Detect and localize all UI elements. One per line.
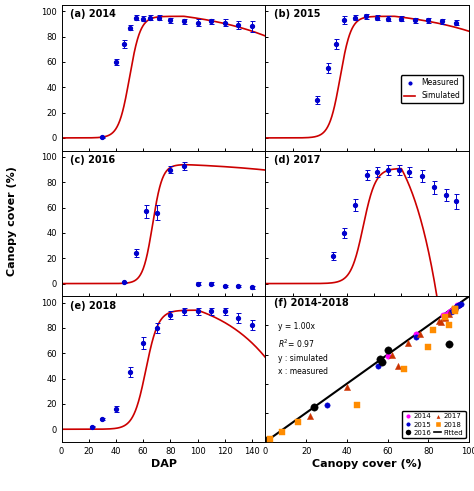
Point bbox=[376, 355, 383, 363]
Text: y = 1.00x
$R^2$= 0.97
y : simulated
x : measured: y = 1.00x $R^2$= 0.97 y : simulated x : … bbox=[278, 323, 328, 377]
Point bbox=[384, 346, 392, 354]
Point bbox=[451, 304, 459, 312]
Point bbox=[343, 382, 351, 390]
Text: (c) 2016: (c) 2016 bbox=[70, 155, 115, 165]
Point bbox=[457, 300, 465, 307]
Point bbox=[447, 308, 455, 316]
Point bbox=[455, 301, 463, 309]
Point bbox=[447, 307, 455, 315]
Point bbox=[310, 403, 318, 411]
Point bbox=[429, 326, 437, 334]
Point bbox=[266, 435, 273, 443]
Point bbox=[412, 333, 420, 341]
Point bbox=[384, 352, 392, 360]
Point bbox=[445, 340, 453, 348]
Text: (d) 2017: (d) 2017 bbox=[273, 155, 320, 165]
Point bbox=[425, 343, 432, 351]
Point bbox=[353, 402, 361, 409]
Point bbox=[374, 362, 381, 370]
Point bbox=[323, 402, 330, 409]
Point bbox=[417, 330, 424, 338]
Point bbox=[400, 365, 408, 373]
Point bbox=[307, 412, 314, 420]
Point bbox=[441, 313, 448, 321]
Point bbox=[445, 322, 453, 329]
Point bbox=[264, 436, 271, 444]
Point bbox=[441, 314, 448, 322]
Text: (f) 2014-2018: (f) 2014-2018 bbox=[273, 298, 348, 308]
Text: (b) 2015: (b) 2015 bbox=[273, 9, 320, 19]
Point bbox=[278, 428, 285, 436]
Point bbox=[437, 319, 445, 327]
Point bbox=[412, 330, 420, 338]
Point bbox=[443, 310, 451, 318]
Point bbox=[453, 301, 461, 309]
Point bbox=[445, 310, 453, 318]
Text: (e) 2018: (e) 2018 bbox=[70, 300, 116, 311]
Point bbox=[394, 362, 401, 370]
Point bbox=[378, 358, 385, 366]
Point bbox=[451, 305, 459, 313]
Point bbox=[439, 311, 447, 319]
Point bbox=[451, 304, 459, 312]
Point bbox=[451, 305, 459, 313]
Point bbox=[449, 305, 457, 313]
Point bbox=[447, 307, 455, 315]
Point bbox=[451, 307, 459, 315]
Point bbox=[455, 301, 463, 309]
Point bbox=[445, 308, 453, 316]
Point bbox=[441, 313, 448, 321]
Legend: 2014, 2015, 2016, 2017, 2018, Fitted: 2014, 2015, 2016, 2017, 2018, Fitted bbox=[402, 410, 466, 438]
X-axis label: DAP: DAP bbox=[151, 459, 176, 468]
Point bbox=[451, 305, 459, 313]
Point bbox=[453, 302, 461, 310]
Point bbox=[435, 317, 443, 325]
Point bbox=[294, 417, 302, 425]
Text: (a) 2014: (a) 2014 bbox=[70, 9, 116, 19]
Point bbox=[404, 339, 412, 347]
X-axis label: Canopy cover (%): Canopy cover (%) bbox=[312, 459, 422, 468]
Point bbox=[264, 436, 271, 444]
Point bbox=[455, 301, 463, 309]
Point bbox=[441, 311, 448, 319]
Point bbox=[455, 301, 463, 309]
Point bbox=[451, 305, 459, 313]
Point bbox=[388, 351, 396, 358]
Text: Canopy cover (%): Canopy cover (%) bbox=[7, 166, 17, 276]
Legend: Measured, Simulated: Measured, Simulated bbox=[401, 76, 464, 104]
Point bbox=[455, 301, 463, 309]
Point bbox=[449, 307, 457, 315]
Point bbox=[453, 302, 461, 310]
